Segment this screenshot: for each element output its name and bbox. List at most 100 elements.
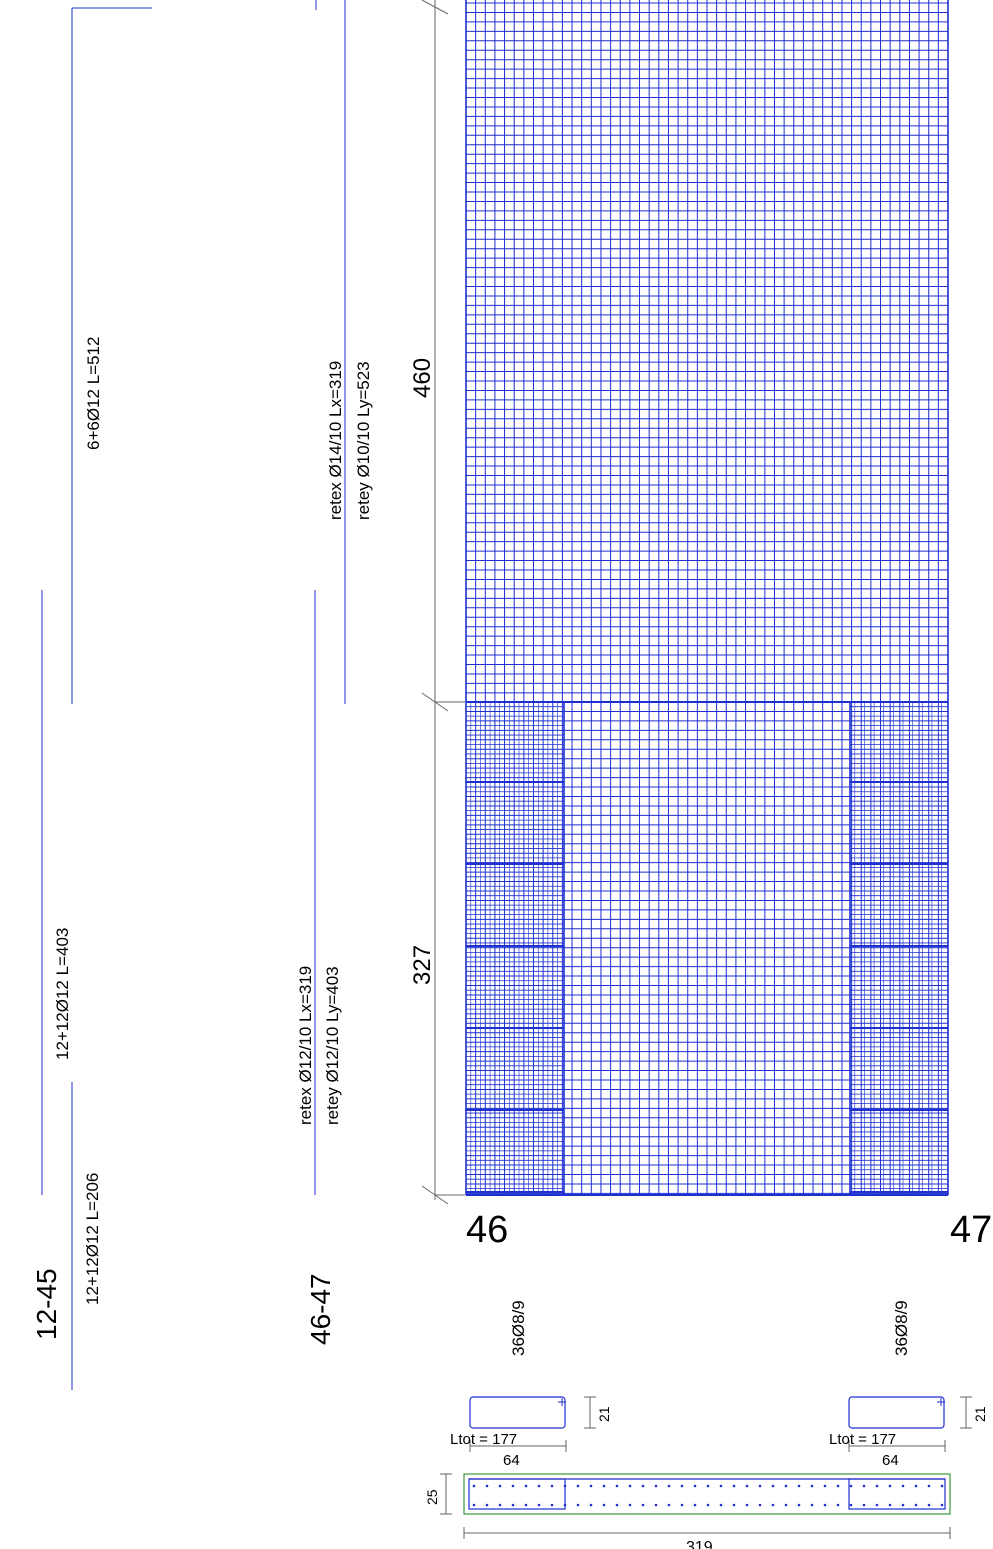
- dimension-line: [421, 0, 465, 1205]
- section-bar-dot: [732, 1484, 736, 1488]
- stirrup-height-left: 21: [596, 1406, 612, 1422]
- section-stirrup-left: [468, 1478, 566, 1510]
- span-label-left: 12-45: [31, 1268, 62, 1340]
- section-bar-dot: [758, 1484, 762, 1488]
- section-bar-dot: [472, 1503, 476, 1507]
- section-bar-dot: [849, 1503, 853, 1507]
- stirrup-label-right: 36Ø8/9: [892, 1300, 911, 1356]
- dim-label-lower: 327: [409, 945, 436, 985]
- dim-label-upper: 460: [409, 358, 436, 398]
- section-bar-dot: [524, 1503, 528, 1507]
- mesh-lines: [314, 0, 346, 1195]
- section-bar-dot: [706, 1503, 710, 1507]
- section-bar-dot: [940, 1484, 944, 1488]
- section-bar-dot: [732, 1503, 736, 1507]
- section-bar-dot: [602, 1503, 606, 1507]
- section-bar-dot: [940, 1503, 944, 1507]
- dim-tick-top: [421, 0, 449, 15]
- stirrup-height-right: 21: [972, 1406, 988, 1422]
- section-bar-dot: [901, 1503, 905, 1507]
- section-bar-dot: [758, 1503, 762, 1507]
- section-bar-dot: [550, 1503, 554, 1507]
- bar-label-mid: 12+12Ø12 L=403: [53, 928, 72, 1060]
- section-bar-dot: [602, 1484, 606, 1488]
- mesh-label-bottom-x: retex Ø12/10 Lx=319: [296, 966, 315, 1125]
- section-bar-dot: [615, 1503, 619, 1507]
- section-bar-dot: [797, 1484, 801, 1488]
- section-bar-dot: [927, 1484, 931, 1488]
- section-bar-dot: [875, 1503, 879, 1507]
- section-bar-dot: [914, 1484, 918, 1488]
- section-bar-dot: [719, 1484, 723, 1488]
- section-bar-dot: [784, 1484, 788, 1488]
- section-bar-dot: [745, 1484, 749, 1488]
- section-bar-dot: [472, 1484, 476, 1488]
- section-bar-dot: [810, 1484, 814, 1488]
- section-bar-dot: [849, 1484, 853, 1488]
- section-bar-dot: [641, 1503, 645, 1507]
- section-bar-dot: [680, 1503, 684, 1507]
- section-bar-dots: [472, 1484, 944, 1507]
- section-bar-dot: [589, 1484, 593, 1488]
- section-bar-dot: [680, 1484, 684, 1488]
- section-bar-dot: [498, 1503, 502, 1507]
- section-bar-dot: [641, 1484, 645, 1488]
- section-bar-dot: [576, 1484, 580, 1488]
- section-bar-dot: [823, 1503, 827, 1507]
- section-bar-dot: [667, 1503, 671, 1507]
- section-bar-dot: [927, 1503, 931, 1507]
- section-width-label: 319: [686, 1539, 713, 1549]
- section-bar-dot: [836, 1503, 840, 1507]
- section-bar-dot: [537, 1503, 541, 1507]
- section-bar-dot: [576, 1503, 580, 1507]
- section-bar-dot: [693, 1484, 697, 1488]
- section-bar-dot: [797, 1503, 801, 1507]
- section-bar-dot: [862, 1503, 866, 1507]
- section-bar-dot: [628, 1484, 632, 1488]
- section-bar-dot: [654, 1503, 658, 1507]
- section-bar-dot: [589, 1503, 593, 1507]
- section-bar-dot: [537, 1484, 541, 1488]
- section-bar-dot: [719, 1503, 723, 1507]
- section-bar-dot: [485, 1484, 489, 1488]
- bar-lines: [41, 7, 152, 1390]
- stirrup-shape-left: [469, 1396, 566, 1429]
- section-bar-dot: [615, 1484, 619, 1488]
- section-bar-dot: [654, 1484, 658, 1488]
- section-bar-dot: [563, 1484, 567, 1488]
- stirrup-width-right: 64: [882, 1452, 899, 1469]
- section-bar-dot: [914, 1503, 918, 1507]
- section-bar-dot: [628, 1503, 632, 1507]
- section-bar-dot: [524, 1484, 528, 1488]
- section-bar-dot: [823, 1484, 827, 1488]
- section-bar-dot: [862, 1484, 866, 1488]
- section-height-label: 25: [424, 1489, 440, 1505]
- section-bar-dot: [498, 1484, 502, 1488]
- section-bar-dot: [693, 1503, 697, 1507]
- section-bar-dot: [875, 1484, 879, 1488]
- ltot-label-left: Ltot = 177: [450, 1431, 517, 1448]
- section-bar-dot: [901, 1484, 905, 1488]
- bar-label-top: 6+6Ø12 L=512: [84, 337, 103, 450]
- section-bar-dot: [771, 1503, 775, 1507]
- cross-section: [440, 1473, 951, 1539]
- section-bar-dot: [550, 1484, 554, 1488]
- bar-label-bottom: 12+12Ø12 L=206: [83, 1173, 102, 1305]
- section-bar-dot: [810, 1503, 814, 1507]
- rebar-mesh: [465, 0, 949, 1196]
- section-bar-dot: [888, 1503, 892, 1507]
- mesh-label-top-x: retex Ø14/10 Lx=319: [326, 361, 345, 520]
- node-label-left: 46: [466, 1209, 508, 1251]
- section-bar-dot: [706, 1484, 710, 1488]
- section-bar-dot: [836, 1484, 840, 1488]
- section-bar-dot: [667, 1484, 671, 1488]
- section-bar-dot: [563, 1503, 567, 1507]
- stirrup-detail-right: [848, 1396, 972, 1452]
- section-bar-dot: [511, 1484, 515, 1488]
- span-label-right: 46-47: [305, 1273, 336, 1345]
- section-bar-dot: [745, 1503, 749, 1507]
- section-bar-dot: [771, 1484, 775, 1488]
- section-bar-dot: [888, 1484, 892, 1488]
- stirrup-shape-right: [848, 1396, 945, 1429]
- stirrup-width-left: 64: [503, 1452, 520, 1469]
